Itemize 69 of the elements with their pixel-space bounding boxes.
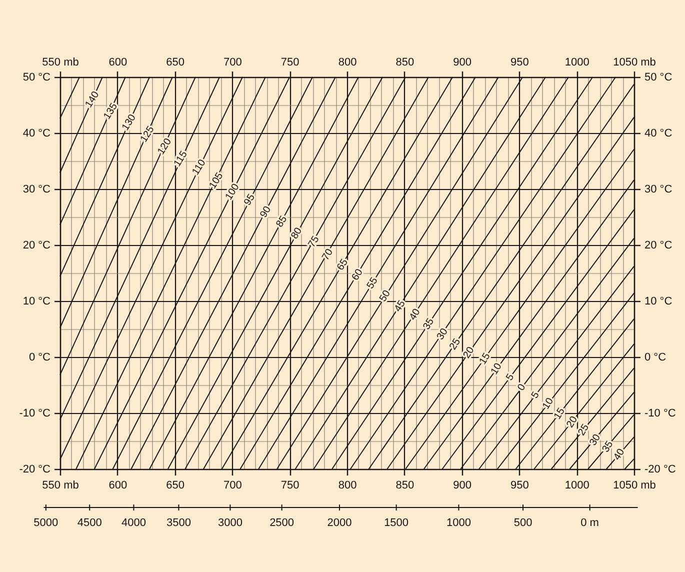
y2-tick-label: 30 °C [644, 184, 672, 196]
y-tick-label: -10 °C [19, 408, 51, 420]
text: 2000 [327, 517, 352, 529]
annotation: 80 [289, 226, 305, 242]
text: 0 m [580, 517, 599, 529]
annotation: 110 [190, 157, 208, 178]
annotation: 95 [242, 192, 258, 208]
x2-tick-label: 1050 mb [613, 480, 656, 492]
x-tick-label: 550 mb [42, 56, 79, 68]
annotation: 125 [138, 124, 157, 144]
x-tick-label: 900 [453, 56, 472, 68]
annotation: 40 [408, 306, 423, 322]
x-tick-label: 600 [108, 56, 128, 68]
y2-tick-label: 10 °C [644, 296, 672, 308]
x-tick-label: 850 [396, 56, 414, 68]
text: 2500 [270, 517, 294, 529]
annotation: 135 [102, 101, 120, 122]
text: 1000 [446, 517, 471, 529]
annotation: 5 [504, 372, 517, 383]
annotation: 60 [350, 266, 366, 283]
annotation: 70 [320, 246, 336, 262]
y2-tick-label: 0 °C [644, 352, 666, 364]
x-tick-label: 1000 [564, 56, 590, 68]
x-tick-label: 800 [338, 56, 357, 68]
x-tick-label: 750 [280, 56, 300, 68]
text: 4500 [77, 517, 102, 529]
x2-tick-label: 950 [510, 480, 529, 492]
annotation: 65 [335, 256, 351, 272]
x-tick-label: 700 [224, 56, 242, 68]
annotation: 20 [462, 344, 477, 360]
x2-tick-label: 850 [396, 480, 414, 492]
text: 3500 [166, 517, 191, 529]
x2-tick-label: 700 [224, 480, 242, 492]
y2-tick-label: 50 °C [644, 72, 672, 84]
annotation: 120 [156, 136, 174, 157]
annotation: 50 [378, 288, 394, 304]
y-tick-label: -20 °C [19, 464, 51, 476]
annotation: 90 [258, 204, 274, 220]
x2-tick-label: 1000 [564, 480, 590, 492]
x2-tick-label: 650 [166, 480, 184, 492]
y2-tick-label: 20 °C [644, 240, 672, 252]
annotation: 130 [120, 112, 139, 133]
y-tick-label: 30 °C [22, 184, 51, 196]
text: 500 [514, 517, 532, 529]
x2-tick-label: 800 [338, 480, 357, 492]
y-tick-label: 20 °C [22, 240, 51, 252]
text: 4000 [121, 517, 146, 529]
annotation: 55 [365, 275, 381, 291]
y2-tick-label: 40 °C [644, 128, 672, 140]
text: 5000 [34, 517, 58, 529]
x-tick-label: 650 [166, 56, 184, 68]
text: 1500 [384, 517, 409, 529]
x2-tick-label: 900 [453, 480, 472, 492]
annotation: 115 [172, 148, 190, 169]
y2-tick-label: -10 °C [644, 408, 676, 420]
x-tick-label: 1050 mb [613, 56, 656, 68]
y2-tick-label: -20 °C [644, 464, 676, 476]
y-tick-label: 10 °C [22, 296, 51, 308]
annotation: 35 [421, 316, 437, 332]
y-tick-label: 50 °C [22, 72, 51, 84]
annotation: 85 [274, 214, 290, 230]
annotation: 105 [207, 170, 226, 191]
x-tick-label: 950 [510, 56, 529, 68]
x2-tick-label: 550 mb [42, 480, 79, 492]
x2-tick-label: 600 [108, 480, 128, 492]
y-tick-label: 40 °C [22, 128, 51, 140]
x2-tick-label: 750 [280, 480, 300, 492]
y-tick-label: 0 °C [28, 352, 51, 364]
text: 3000 [218, 517, 242, 529]
